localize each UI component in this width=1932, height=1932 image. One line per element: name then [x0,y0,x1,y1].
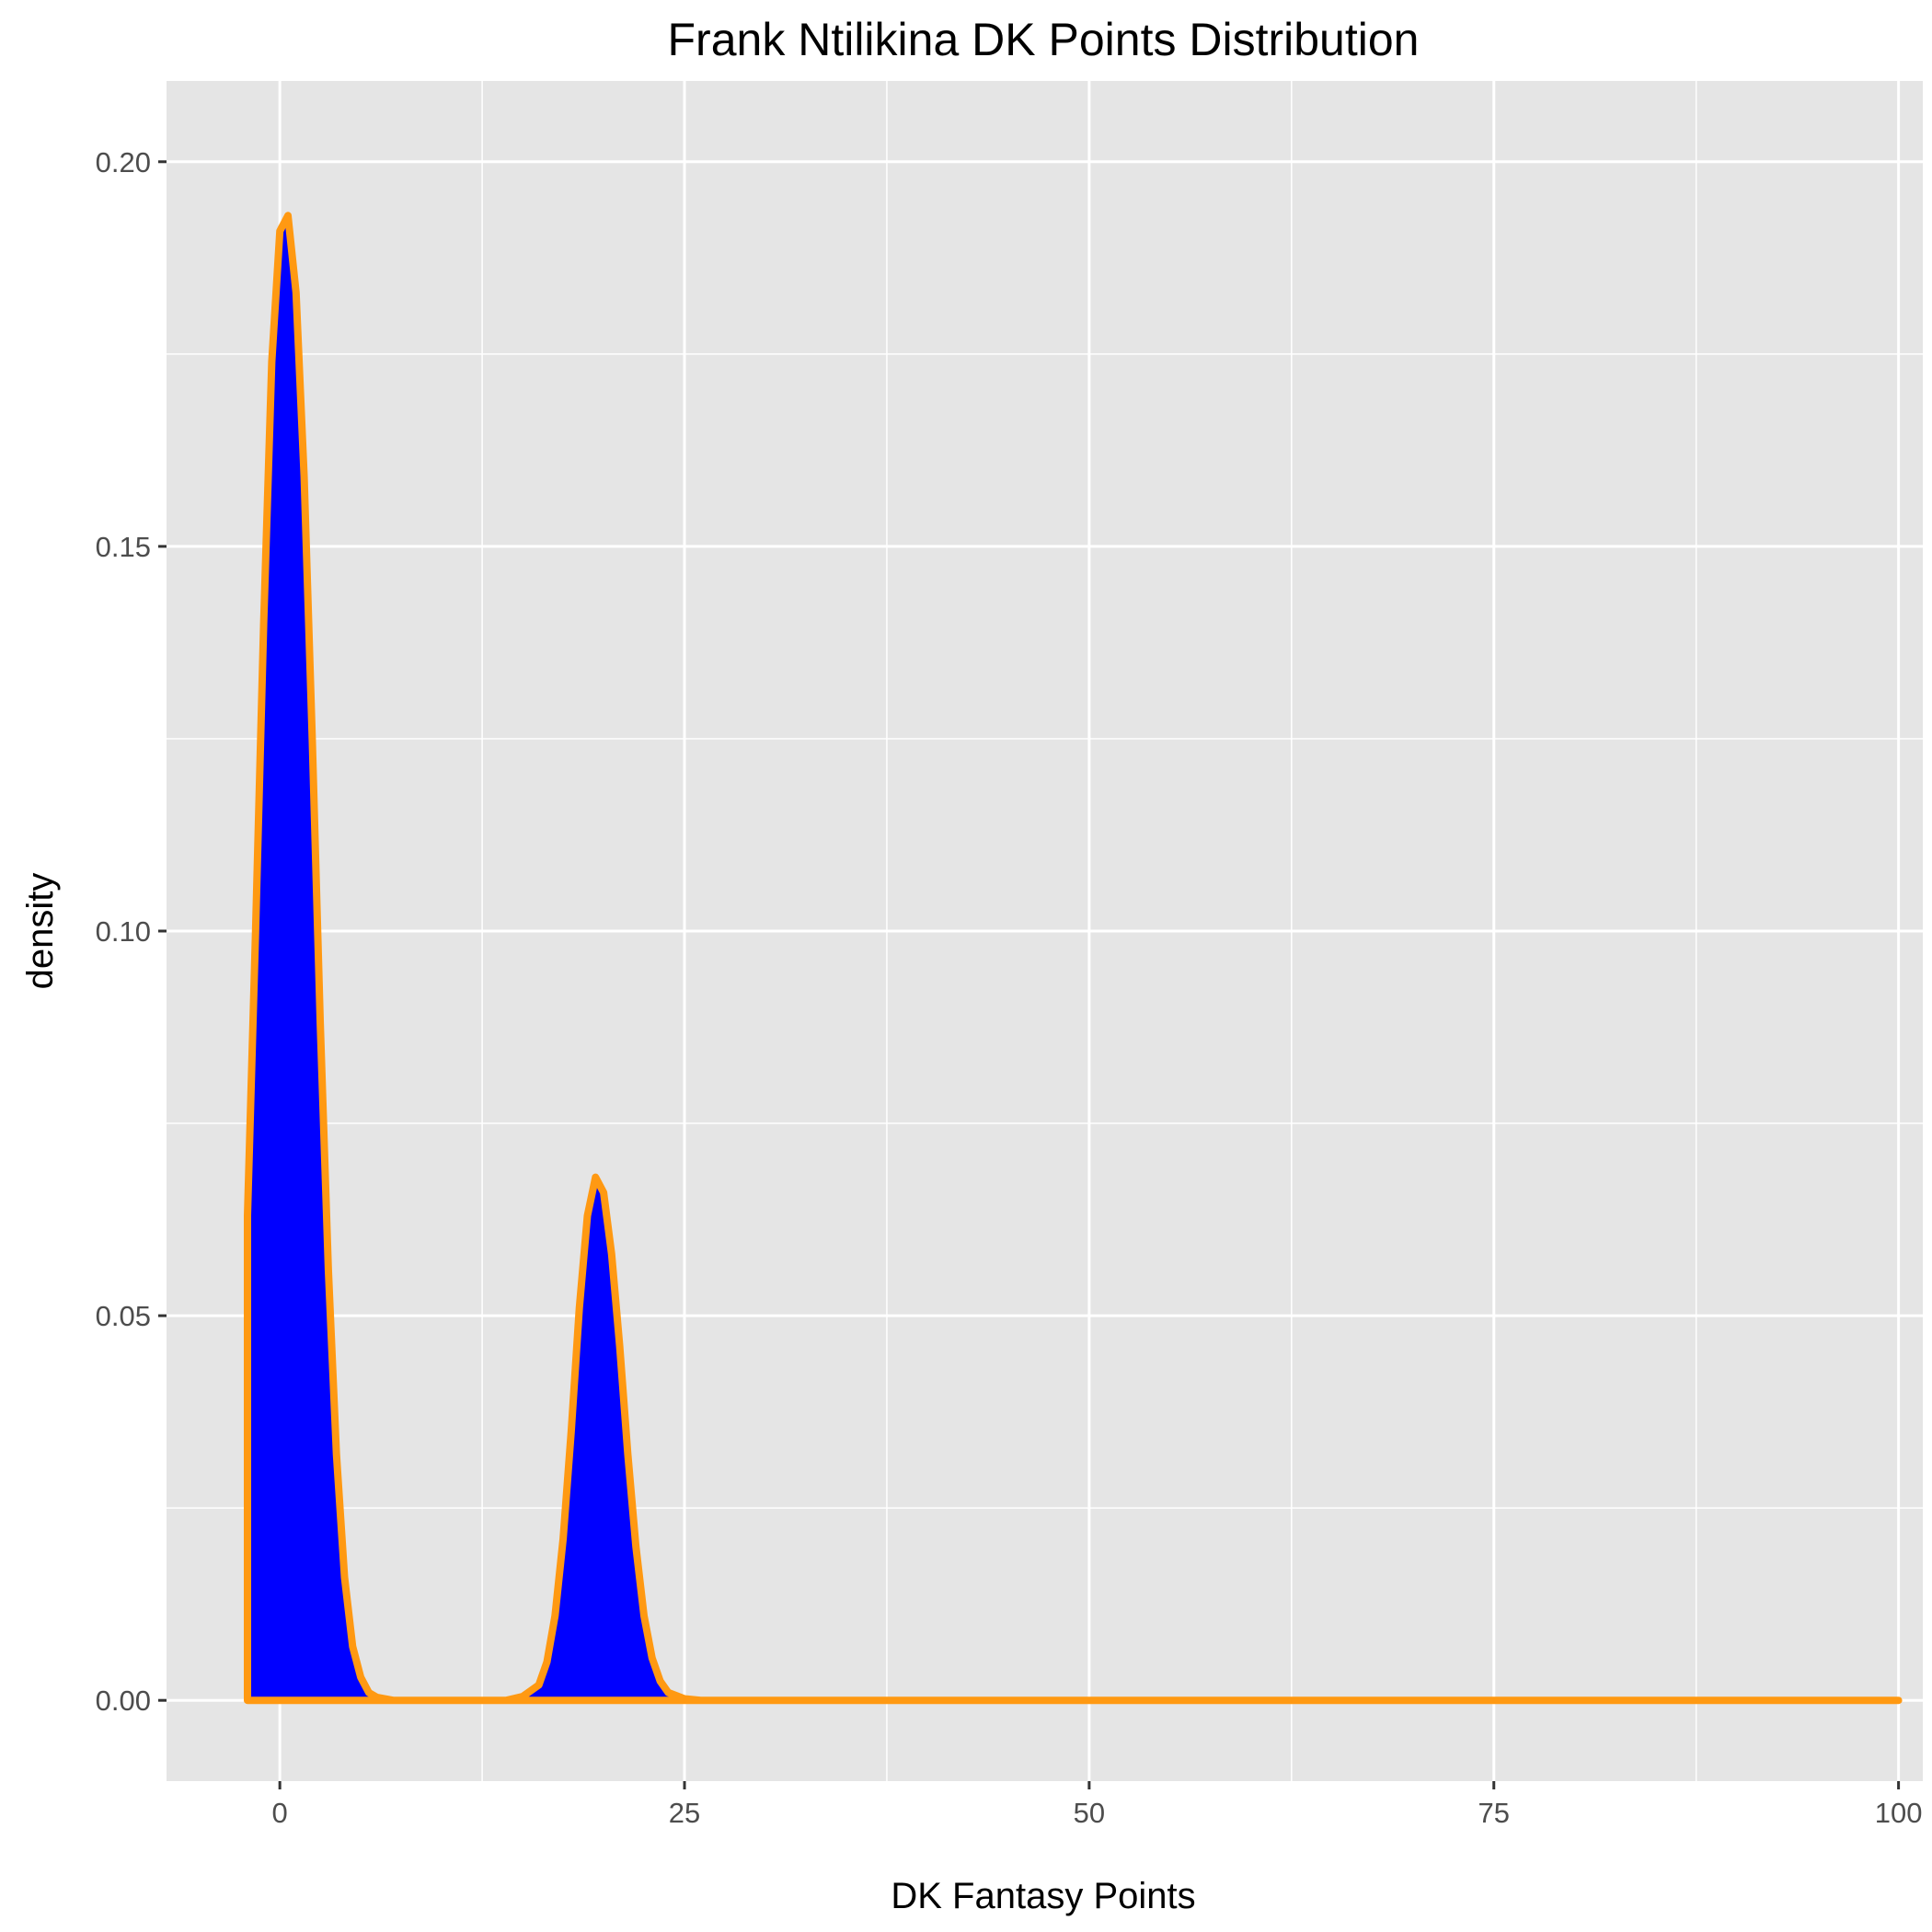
axes: 0 25 50 75 100 0.00 0.05 0.10 0.15 0.20 [96,146,1923,1829]
x-tick-label: 50 [1074,1797,1105,1829]
x-axis-title: DK Fantasy Points [891,1876,1195,1916]
y-tick-label: 0.10 [96,915,151,948]
y-tick-label: 0.05 [96,1300,151,1332]
x-tick-label: 75 [1478,1797,1510,1829]
y-axis-title: density [20,873,61,990]
x-tick-label: 0 [272,1797,288,1829]
y-tick-label: 0.15 [96,531,151,563]
y-tick-label: 0.00 [96,1685,151,1717]
chart-title: Frank Ntilikina DK Points Distribution [668,14,1420,65]
density-marks [244,212,1903,1705]
density-outline [244,212,1903,1705]
x-tick-label: 100 [1875,1797,1923,1829]
x-tick-label: 25 [669,1797,700,1829]
y-tick-label: 0.20 [96,146,151,178]
